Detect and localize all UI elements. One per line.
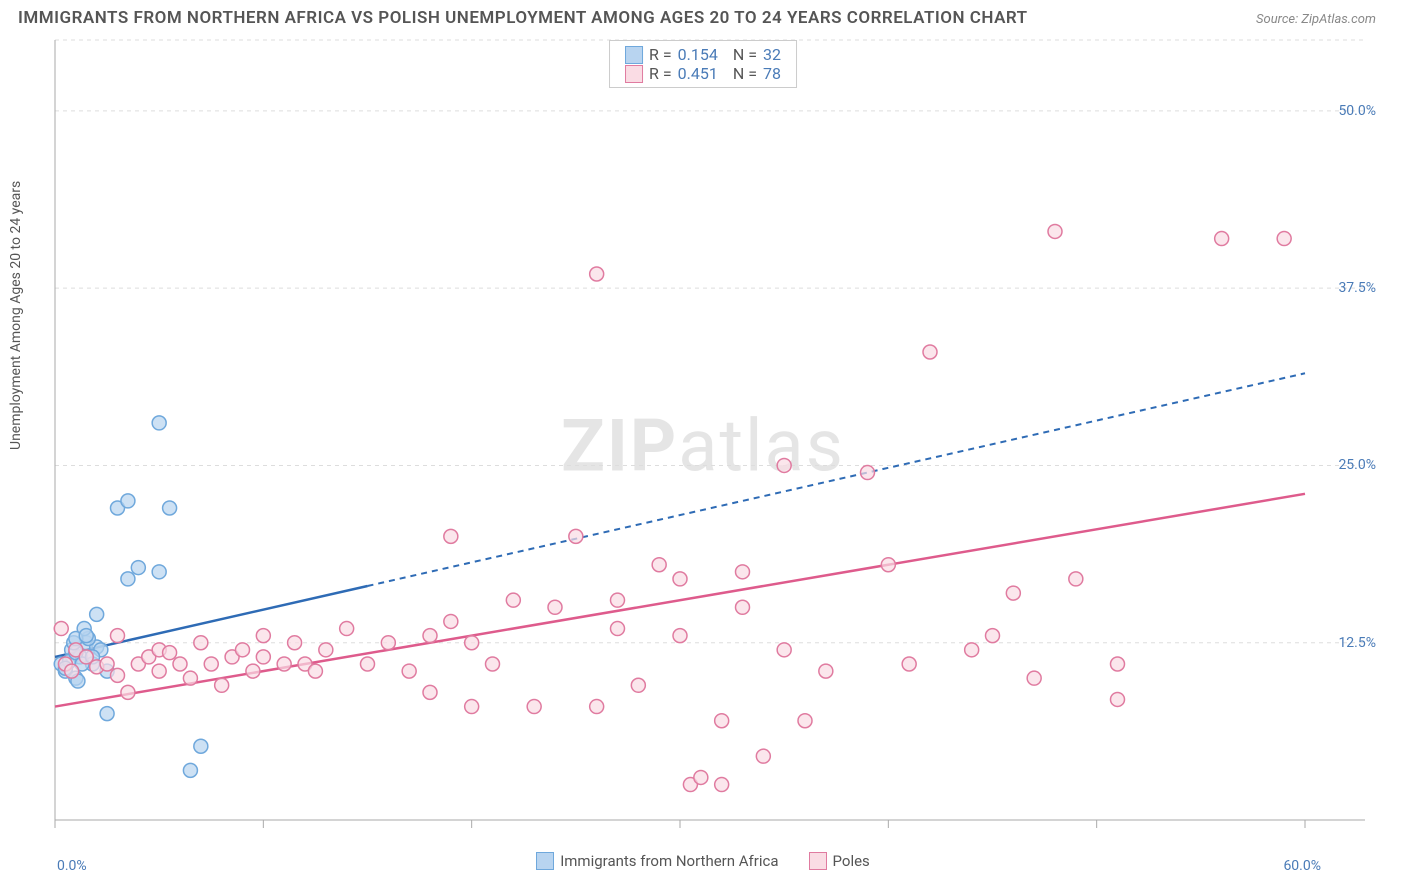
stats-row: R = 0.451 N = 78 — [622, 64, 784, 83]
y-tick-label: 50.0% — [1338, 103, 1376, 119]
stats-legend-box: R = 0.154 N = 32 R = 0.451 N = 78 — [609, 40, 797, 88]
y-tick-label: 12.5% — [1338, 635, 1376, 651]
swatch-icon — [625, 46, 643, 64]
source-label: Source: ZipAtlas.com — [1256, 12, 1376, 27]
legend-item: Immigrants from Northern Africa — [536, 852, 778, 870]
chart-title: IMMIGRANTS FROM NORTHERN AFRICA VS POLIS… — [18, 8, 1028, 28]
y-tick-label: 25.0% — [1338, 457, 1376, 473]
chart-container: IMMIGRANTS FROM NORTHERN AFRICA VS POLIS… — [0, 0, 1406, 892]
scatter-chart — [45, 35, 1375, 855]
x-axis-legend: Immigrants from Northern Africa Poles — [0, 852, 1406, 874]
swatch-icon — [625, 65, 643, 83]
y-axis-label: Unemployment Among Ages 20 to 24 years — [8, 181, 24, 450]
stats-row: R = 0.154 N = 32 — [622, 45, 784, 64]
swatch-icon — [809, 852, 827, 870]
swatch-icon — [536, 852, 554, 870]
legend-item: Poles — [809, 852, 870, 870]
y-tick-label: 37.5% — [1338, 280, 1376, 296]
